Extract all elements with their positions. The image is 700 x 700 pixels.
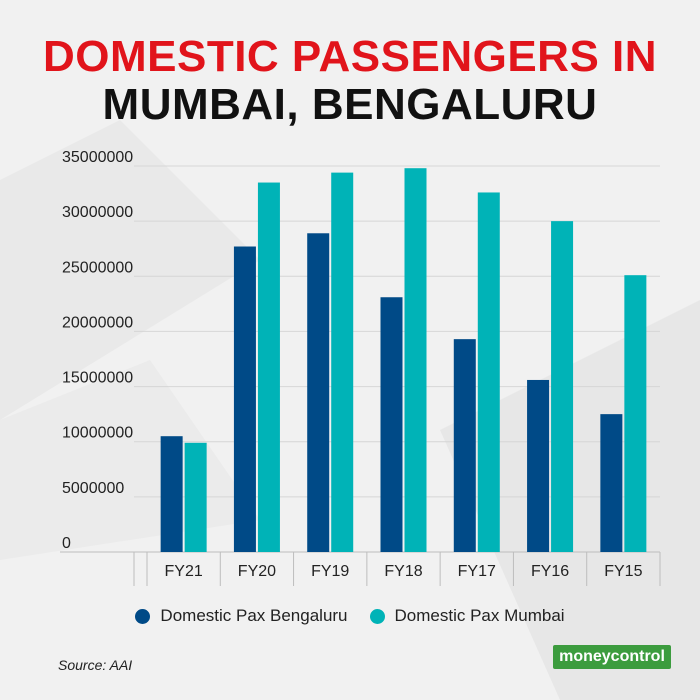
bar-mumbai bbox=[257, 182, 280, 553]
x-tick-label: FY15 bbox=[604, 563, 642, 580]
y-tick-label: 10000000 bbox=[62, 425, 133, 442]
bar-mumbai bbox=[404, 168, 427, 552]
bar-mumbai bbox=[551, 221, 574, 552]
chart-title-line1: DOMESTIC PASSENGERS IN bbox=[42, 32, 658, 81]
bar-chart: 0 5000000 10000000 15000000 20000000 25000000… bbox=[60, 149, 661, 586]
y-tick-label: 15000000 bbox=[62, 370, 133, 387]
legend-label-bengaluru: Domestic Pax Bengaluru bbox=[160, 606, 348, 625]
bar-mumbai bbox=[624, 275, 647, 552]
bar-mumbai bbox=[331, 172, 354, 553]
legend-marker-bengaluru bbox=[135, 608, 151, 624]
x-tick-label: FY21 bbox=[165, 563, 203, 580]
bar-mumbai bbox=[184, 442, 207, 552]
legend-label-mumbai: Domestic Pax Mumbai bbox=[394, 606, 565, 625]
bar-bengaluru bbox=[307, 233, 330, 552]
bar-bengaluru bbox=[527, 379, 550, 552]
chart-title-line2: MUMBAI, BENGALURU bbox=[102, 80, 598, 129]
legend-item-mumbai: Domestic Pax Mumbai bbox=[369, 606, 565, 626]
y-tick-label: 35000000 bbox=[62, 149, 133, 166]
bar-bengaluru bbox=[160, 436, 183, 552]
bar-bengaluru bbox=[233, 246, 256, 552]
x-tick-label: FY18 bbox=[384, 563, 422, 580]
y-tick-label: 30000000 bbox=[62, 204, 133, 221]
legend: Domestic Pax Bengaluru Domestic Pax Mumb… bbox=[0, 606, 700, 626]
bar-bengaluru bbox=[453, 339, 476, 552]
bar-mumbai bbox=[477, 192, 500, 552]
logo-text-part1: money bbox=[559, 648, 611, 665]
bar-bengaluru bbox=[380, 297, 403, 552]
x-tick-label: FY19 bbox=[311, 563, 349, 580]
logo-text-part2: control bbox=[610, 648, 665, 665]
legend-marker-mumbai bbox=[369, 608, 385, 624]
y-tick-label: 20000000 bbox=[62, 314, 133, 331]
moneycontrol-logo: money control bbox=[553, 645, 671, 669]
x-tick-label: FY20 bbox=[238, 563, 276, 580]
y-tick-label: 0 bbox=[62, 535, 71, 552]
legend-item-bengaluru: Domestic Pax Bengaluru bbox=[135, 606, 348, 626]
y-tick-label: 5000000 bbox=[62, 480, 124, 497]
y-tick-label: 25000000 bbox=[62, 259, 133, 276]
source-note: Source: AAI bbox=[58, 657, 133, 673]
x-tick-label: FY16 bbox=[531, 563, 569, 580]
bar-bengaluru bbox=[600, 414, 623, 552]
x-tick-label: FY17 bbox=[458, 563, 496, 580]
